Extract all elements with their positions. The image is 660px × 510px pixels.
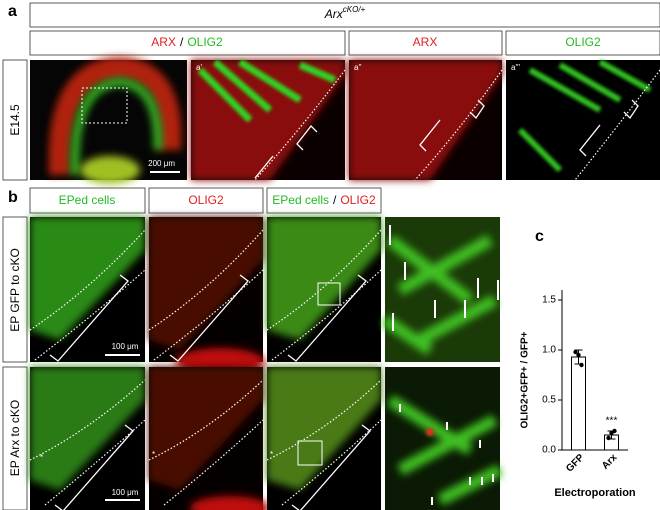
micrograph: 200 μm (30, 56, 187, 184)
x-tick-label: GFP (564, 452, 587, 475)
bar-chart: 0.0 0.5 1.0 1.5 OLIG2+GFP+ / GFP+ Electropora… (520, 290, 636, 499)
data-point (573, 349, 578, 355)
stage: E14.5 (8, 104, 22, 136)
header-box (348, 30, 503, 56)
bar (571, 356, 586, 451)
svg-text:a': a' (196, 63, 202, 72)
y-tick-label: 0.5 (542, 395, 556, 406)
header-box (29, 30, 346, 56)
svg-text:*: * (40, 453, 43, 462)
data-point (612, 428, 617, 434)
svg-text:100 μm: 100 μm (112, 488, 139, 497)
micrograph-row: 100 μm (29, 217, 500, 376)
header: ARX (413, 35, 438, 49)
row-label: EP Arx to cKO (8, 400, 22, 476)
header: OLIG2 (565, 35, 601, 49)
header: EPed cells (59, 193, 116, 207)
svg-text:*: * (270, 450, 273, 459)
row-box (2, 366, 28, 510)
y-axis-label: OLIG2+GFP+ / GFP+ (520, 331, 531, 428)
header-box (29, 187, 146, 214)
x-tick-label: Arx (600, 452, 620, 472)
header: OLIG2 (188, 193, 224, 207)
micrograph: a' (191, 59, 346, 181)
svg-text:a'': a'' (354, 63, 362, 72)
stage-box (2, 59, 28, 181)
panel-label: a (8, 3, 17, 20)
header: ARX / OLIG2 (151, 35, 223, 49)
micrograph-row: * 100 μm * * (29, 367, 503, 510)
y-tick-label: 0.0 (542, 445, 556, 456)
data-point (576, 352, 581, 358)
header-box (29, 2, 660, 28)
header-box (148, 187, 264, 214)
data-point (579, 362, 584, 368)
panel-label: b (8, 189, 18, 206)
header: EPed cells / OLIG2 (272, 193, 376, 207)
svg-text:*: * (152, 450, 155, 459)
y-tick-label: 1.0 (542, 345, 556, 356)
genotype: ArxcKO/+ (324, 5, 366, 21)
x-axis-label: Electroporation (554, 487, 636, 499)
header-box (505, 30, 660, 56)
data-point (606, 435, 611, 441)
panel-label: c (535, 228, 544, 245)
micrograph: a''' (506, 59, 660, 181)
y-tick-label: 1.5 (542, 295, 556, 306)
significance: *** (606, 416, 618, 427)
svg-text:100 μm: 100 μm (112, 342, 139, 351)
svg-text:200 μm: 200 μm (148, 159, 175, 168)
row-box (2, 216, 28, 363)
svg-text:a''': a''' (511, 63, 521, 72)
header-box (266, 187, 382, 214)
row-label: EP GFP to cKO (8, 248, 22, 332)
micrograph: a'' (349, 60, 503, 181)
